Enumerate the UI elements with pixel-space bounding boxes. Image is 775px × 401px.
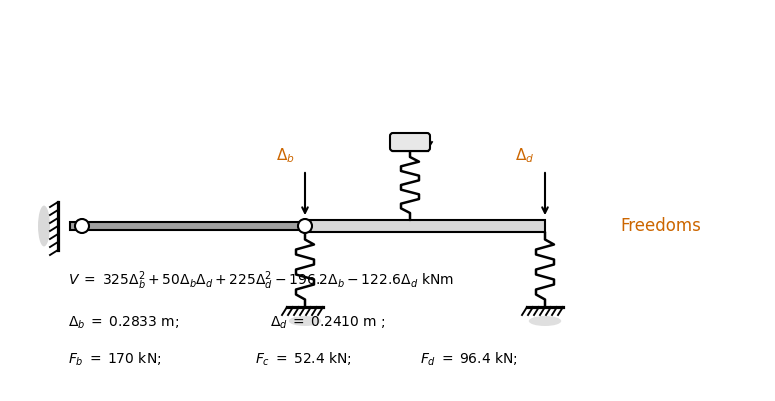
Text: $V\;=\;325\Delta_b^2+50\Delta_b\Delta_d+225\Delta_d^2-196.2\Delta_b-122.6\Delta_: $V\;=\;325\Delta_b^2+50\Delta_b\Delta_d+… (68, 270, 454, 292)
Circle shape (298, 219, 312, 233)
Text: $\Delta_d\;=\;0.2410$ m ;: $\Delta_d\;=\;0.2410$ m ; (270, 315, 386, 331)
Text: $\Delta_d$: $\Delta_d$ (515, 146, 535, 165)
Text: $\Delta_b$: $\Delta_b$ (276, 146, 294, 165)
Ellipse shape (289, 316, 321, 326)
Text: $\Delta_b\;=\;0.2833$ m;: $\Delta_b\;=\;0.2833$ m; (68, 315, 180, 331)
Text: Freedoms: Freedoms (620, 217, 701, 235)
Bar (305, 220, 545, 232)
FancyBboxPatch shape (390, 133, 430, 151)
Ellipse shape (38, 206, 50, 246)
Text: $F_c\;=\;52.4$ kN;: $F_c\;=\;52.4$ kN; (255, 350, 352, 368)
Text: $F_b\;=\;170$ kN;: $F_b\;=\;170$ kN; (68, 350, 161, 368)
Bar (70, 222, 305, 230)
Circle shape (75, 219, 89, 233)
Ellipse shape (529, 316, 561, 326)
Text: $F_d\;=\;96.4$ kN;: $F_d\;=\;96.4$ kN; (420, 350, 518, 368)
